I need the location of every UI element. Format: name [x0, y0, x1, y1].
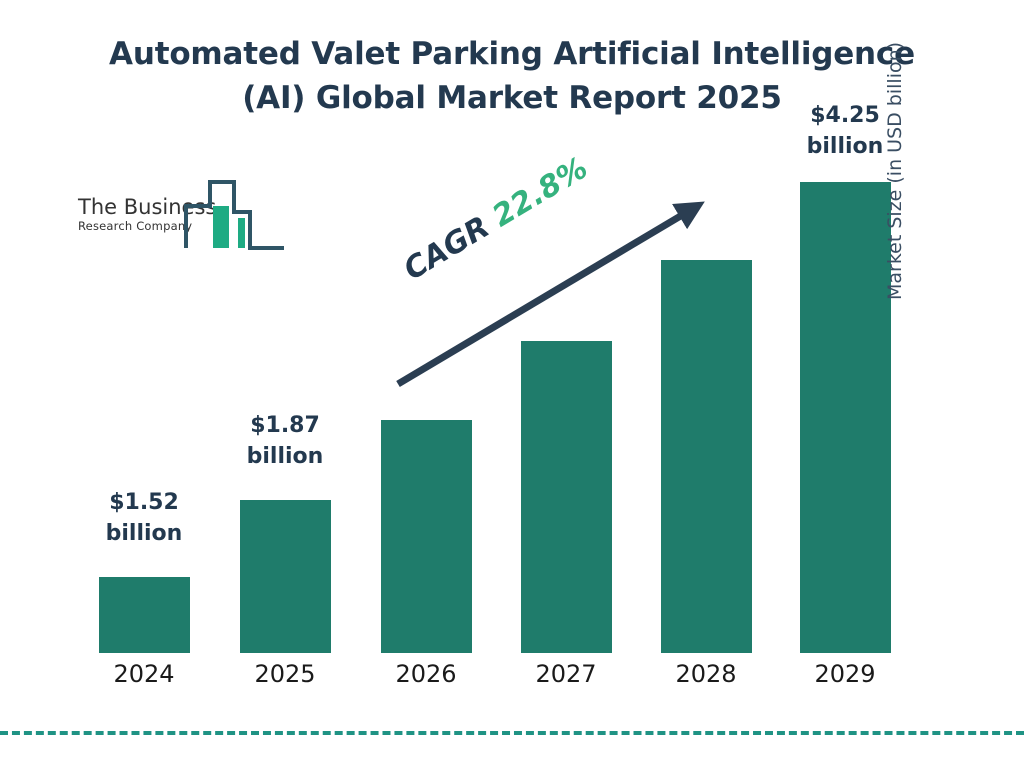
bar-label-2025: $1.87 billion	[246, 413, 324, 469]
x-tick-2028: 2028	[675, 660, 737, 688]
cagr-label: CAGR	[397, 209, 496, 288]
bar-2027[interactable]	[521, 341, 612, 653]
x-tick-2024: 2024	[113, 660, 175, 688]
bar-label-2024: $1.52 billion	[105, 490, 183, 546]
bar-2025[interactable]	[240, 500, 331, 653]
y-axis-title: Market Size (in USD billion)	[884, 41, 906, 300]
brand-logo-text: The Business Research Company	[78, 195, 217, 234]
brand-name-line-1: The Business	[78, 195, 217, 219]
x-tick-2025: 2025	[254, 660, 316, 688]
bar-2029[interactable]	[800, 182, 891, 653]
brand-logo: The Business Research Company	[78, 180, 288, 262]
bar-chart-logo-mark-icon	[182, 178, 288, 259]
bar-2026[interactable]	[381, 420, 472, 653]
bar-label-2029: $4.25 billion	[806, 103, 884, 159]
page-title-line-2: (AI) Global Market Report 2025	[242, 80, 782, 117]
cagr-annotation: CAGR 22.8%	[398, 151, 594, 288]
bar-2028[interactable]	[661, 260, 752, 653]
page-title-line-1: Automated Valet Parking Artificial Intel…	[109, 36, 915, 72]
x-tick-2029: 2029	[814, 660, 876, 688]
footer-divider	[0, 731, 1024, 735]
x-tick-2027: 2027	[535, 660, 597, 688]
x-tick-2026: 2026	[395, 660, 457, 688]
cagr-value: 22.8%	[486, 150, 594, 235]
page-title: Automated Valet Parking Artificial Intel…	[62, 32, 962, 120]
bar-2024[interactable]	[99, 577, 190, 653]
brand-name-line-2: Research Company	[78, 219, 193, 233]
